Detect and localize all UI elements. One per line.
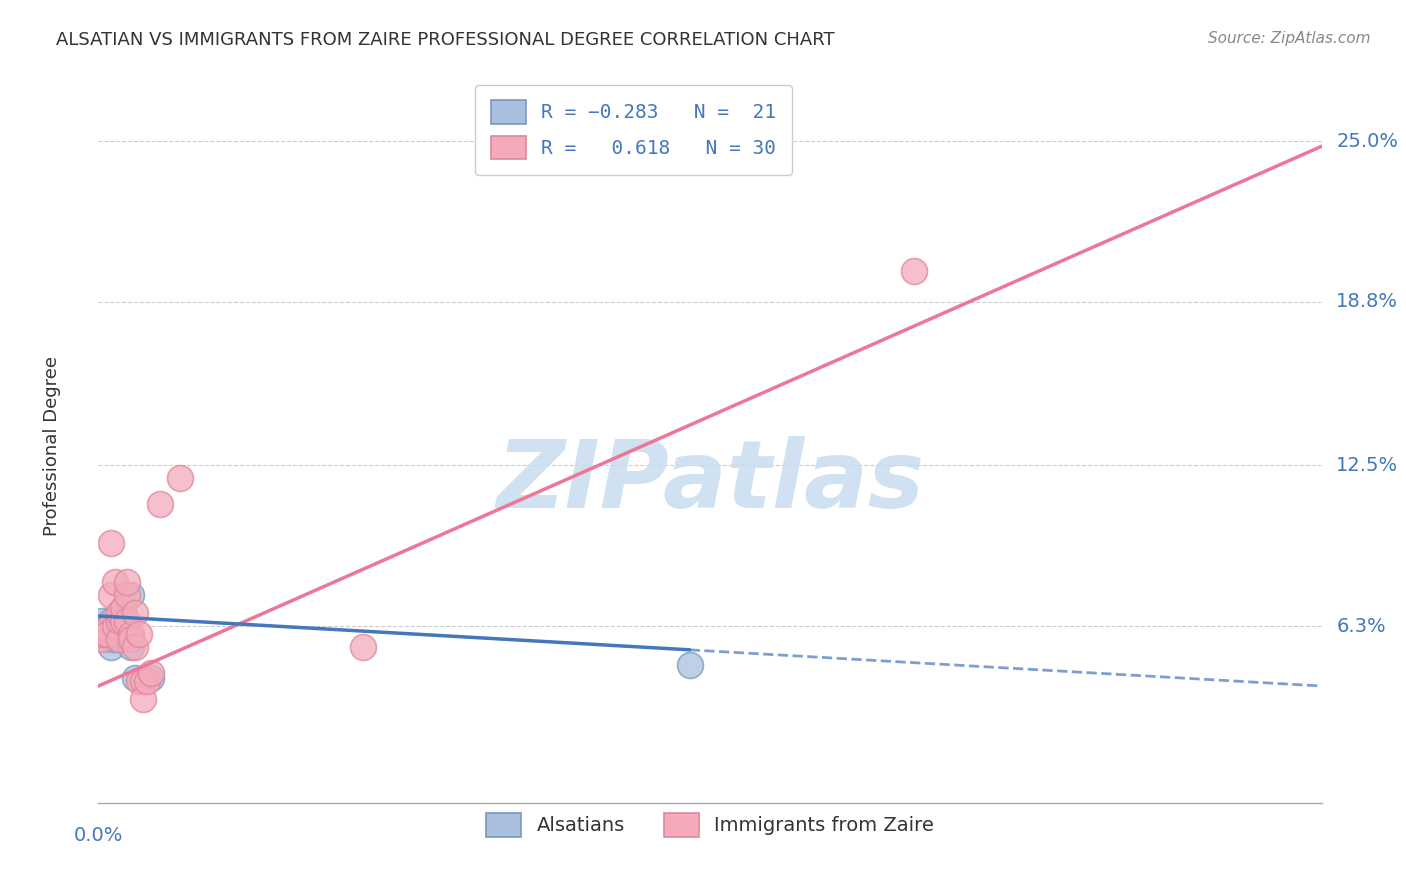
Point	[96, 619, 118, 633]
Text: 18.8%: 18.8%	[1336, 293, 1399, 311]
Point	[100, 627, 122, 641]
Point	[115, 575, 138, 590]
Point	[120, 632, 142, 647]
Point	[108, 619, 131, 633]
Point	[120, 627, 142, 641]
Point	[128, 673, 150, 688]
Point	[100, 536, 122, 550]
Point	[115, 614, 138, 628]
Text: ZIPatlas: ZIPatlas	[496, 435, 924, 528]
Point	[115, 619, 138, 633]
Point	[120, 640, 142, 654]
Text: 6.3%: 6.3%	[1336, 617, 1386, 636]
Point	[111, 614, 134, 628]
Text: 25.0%: 25.0%	[1336, 132, 1399, 151]
Point	[100, 640, 122, 654]
Point	[111, 607, 134, 621]
Point	[96, 632, 118, 647]
Point	[111, 627, 134, 641]
Point	[149, 497, 172, 511]
Point	[903, 264, 925, 278]
Legend: Alsatians, Immigrants from Zaire: Alsatians, Immigrants from Zaire	[477, 804, 943, 847]
Point	[104, 627, 127, 641]
Point	[100, 614, 122, 628]
Point	[91, 627, 114, 641]
Point	[104, 575, 127, 590]
Point	[352, 640, 374, 654]
Text: 12.5%: 12.5%	[1336, 456, 1399, 475]
Point	[100, 588, 122, 602]
Text: Professional Degree: Professional Degree	[44, 356, 60, 536]
Text: ALSATIAN VS IMMIGRANTS FROM ZAIRE PROFESSIONAL DEGREE CORRELATION CHART: ALSATIAN VS IMMIGRANTS FROM ZAIRE PROFES…	[56, 31, 835, 49]
Point	[96, 622, 118, 636]
Point	[141, 671, 163, 685]
Point	[169, 471, 191, 485]
Point	[124, 640, 146, 654]
Point	[111, 601, 134, 615]
Point	[120, 588, 142, 602]
Point	[124, 671, 146, 685]
Point	[104, 619, 127, 633]
Point	[124, 607, 146, 621]
Point	[96, 622, 118, 636]
Point	[104, 632, 127, 647]
Point	[96, 627, 118, 641]
Text: 0.0%: 0.0%	[73, 826, 124, 845]
Point	[91, 632, 114, 647]
Point	[128, 627, 150, 641]
Point	[132, 692, 155, 706]
Point	[141, 666, 163, 681]
Point	[91, 627, 114, 641]
Point	[108, 614, 131, 628]
Point	[679, 658, 702, 673]
Point	[108, 632, 131, 647]
Point	[108, 614, 131, 628]
Text: Source: ZipAtlas.com: Source: ZipAtlas.com	[1208, 31, 1371, 46]
Point	[91, 614, 114, 628]
Point	[104, 619, 127, 633]
Point	[108, 607, 131, 621]
Point	[132, 673, 155, 688]
Point	[115, 588, 138, 602]
Point	[136, 673, 159, 688]
